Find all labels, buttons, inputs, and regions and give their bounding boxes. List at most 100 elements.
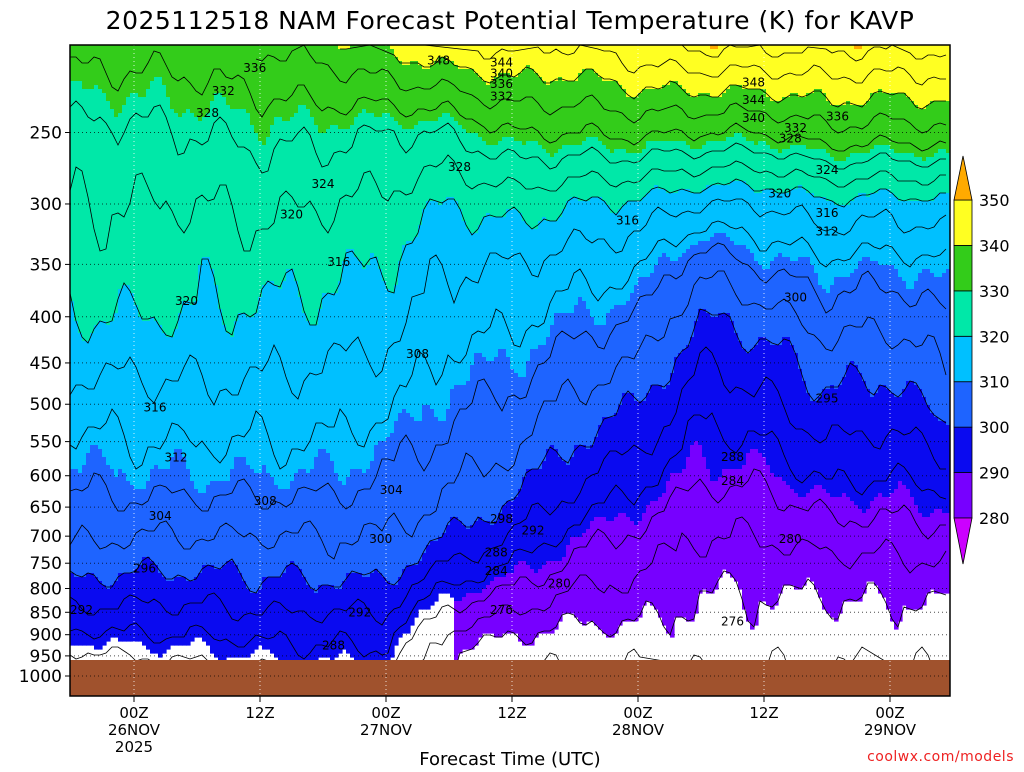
colorbar-segment <box>953 381 973 428</box>
y-tick-label: 950 <box>30 647 62 667</box>
colorbar: 280 290 300 310 320 330 340 350 <box>953 155 1010 565</box>
contour-line <box>70 346 946 626</box>
contour-label: 332 <box>212 84 235 98</box>
contour-label: 284 <box>485 564 508 578</box>
x-tick-label: 2025 <box>115 738 153 756</box>
contour-label: 280 <box>548 577 571 591</box>
contour-label: 320 <box>768 186 791 200</box>
contour-label: 316 <box>327 255 350 269</box>
contour-label: 328 <box>779 132 802 146</box>
y-tick-label: 650 <box>30 498 62 518</box>
contour-line <box>70 154 946 252</box>
colorbar-segment <box>953 472 973 519</box>
contour-label: 312 <box>816 225 839 239</box>
contour-label: 320 <box>175 294 198 308</box>
contour-label: 324 <box>816 163 839 177</box>
y-tick-label: 500 <box>30 395 62 415</box>
contour-label: 292 <box>522 524 545 538</box>
contour-label: 348 <box>427 53 450 67</box>
contour-label: 276 <box>721 614 744 628</box>
y-tick-label: 800 <box>30 580 62 600</box>
contour-label: 340 <box>490 66 513 80</box>
grid <box>70 45 950 696</box>
contour-label: 304 <box>380 483 403 497</box>
colorbar-segment <box>953 290 973 337</box>
contour-label: 280 <box>779 532 802 546</box>
contour-line <box>255 45 947 134</box>
colorbar-segment <box>953 245 973 292</box>
contour-label: 332 <box>784 121 807 135</box>
chart-title: 2025112518 NAM Forecast Potential Temper… <box>106 6 915 35</box>
y-axis: 250 300 350 400 450 500 550 600 650 700 750 800 850 9… <box>19 123 70 687</box>
x-tick-label: 00Z <box>119 704 148 722</box>
y-tick-label: 450 <box>30 354 62 374</box>
contour-line <box>423 45 946 86</box>
y-tick-label: 1000 <box>19 667 62 687</box>
contour-label: 336 <box>826 109 849 123</box>
contour-line <box>70 242 947 512</box>
contour-label: 328 <box>448 160 471 174</box>
contour-label: 300 <box>784 291 807 305</box>
y-tick-label: 300 <box>30 195 62 215</box>
x-tick-label: 26NOV <box>108 721 161 739</box>
x-tick-label: 12Z <box>497 704 526 722</box>
contour-label: 344 <box>490 55 513 69</box>
y-tick-label: 850 <box>30 603 62 623</box>
contour-label: 288 <box>485 546 508 560</box>
contour-label: 298 <box>490 512 513 526</box>
y-tick-label: 700 <box>30 527 62 547</box>
colorbar-label: 310 <box>979 373 1010 392</box>
contour-lines <box>70 45 947 676</box>
colorbar-extend-min <box>953 517 973 565</box>
x-tick-label: 29NOV <box>864 721 917 739</box>
contour-label: 300 <box>369 532 392 546</box>
contour-line <box>453 570 947 674</box>
colorbar-label: 290 <box>979 464 1010 483</box>
contour-label: 320 <box>280 207 303 221</box>
contour-label: 324 <box>312 177 335 191</box>
theta-field <box>70 45 950 670</box>
y-tick-label: 550 <box>30 433 62 453</box>
contour-label: 295 <box>816 392 839 406</box>
contour-label: 316 <box>616 214 639 228</box>
colorbar-label: 340 <box>979 236 1010 255</box>
x-tick-label: 12Z <box>245 704 274 722</box>
contour-label: 332 <box>490 89 513 103</box>
contour-label: 308 <box>406 347 429 361</box>
contour-line <box>70 220 947 470</box>
contour-label: 312 <box>165 451 188 465</box>
contour-label: 292 <box>70 603 93 617</box>
plot-frame <box>69 44 951 697</box>
y-tick-label: 350 <box>30 255 62 275</box>
colorbar-segment <box>953 199 973 246</box>
contour-line <box>70 308 947 594</box>
contour-line <box>340 45 946 110</box>
colorbar-label: 320 <box>979 327 1010 346</box>
site-credit: coolwx.com/models <box>867 749 1014 765</box>
ground-fill <box>70 660 950 696</box>
y-tick-label: 600 <box>30 467 62 487</box>
x-tick-label: 27NOV <box>360 721 413 739</box>
contour-line <box>70 50 947 152</box>
contour-line <box>70 178 946 344</box>
contour-label: 328 <box>196 106 219 120</box>
y-tick-label: 900 <box>30 626 62 646</box>
contour-label: 284 <box>721 474 744 488</box>
contour-line <box>70 412 947 660</box>
x-tick-label: 12Z <box>749 704 778 722</box>
colorbar-label: 330 <box>979 282 1010 301</box>
x-tick-label: 28NOV <box>612 721 665 739</box>
contour-label: 276 <box>490 603 513 617</box>
contour-line <box>628 45 947 62</box>
colorbar-label: 280 <box>979 509 1010 528</box>
y-tick-label: 250 <box>30 123 62 143</box>
colorbar-segment <box>953 426 973 473</box>
contour-line <box>70 270 947 560</box>
contour-label: 304 <box>149 509 172 523</box>
contour-line <box>70 100 946 174</box>
contour-label: 308 <box>254 494 277 508</box>
contour-label: 344 <box>742 93 765 107</box>
